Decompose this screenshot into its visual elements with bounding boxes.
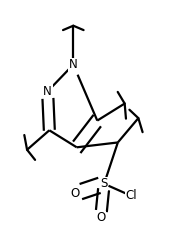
Text: Cl: Cl xyxy=(126,189,137,202)
Text: N: N xyxy=(69,58,78,71)
Text: O: O xyxy=(70,187,80,200)
Text: S: S xyxy=(100,177,108,190)
Text: N: N xyxy=(43,85,52,98)
Text: O: O xyxy=(96,211,105,224)
